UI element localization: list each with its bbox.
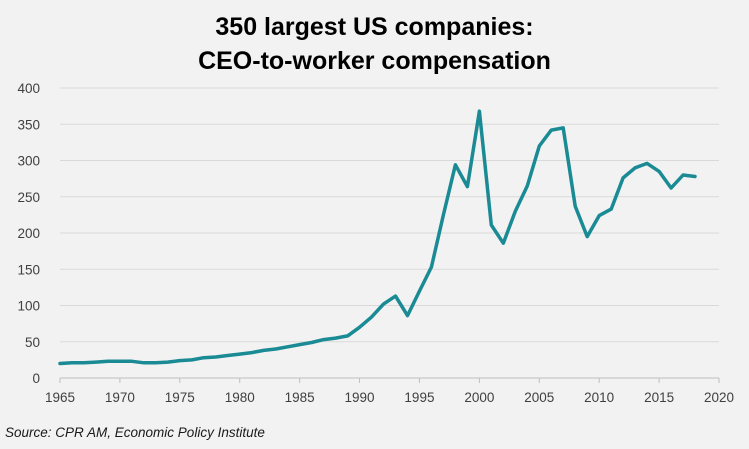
series-line [58,109,697,366]
series-ceo-to-worker-ratio [58,109,697,366]
x-tick-label-1975: 1975 [165,390,195,405]
x-tick-label-2015: 2015 [644,390,674,405]
y-tick-label-100: 100 [17,299,40,314]
chart-title-line-2: CEO-to-worker compensation [198,47,551,75]
x-tick-label-1970: 1970 [105,390,135,405]
y-axis-ticks: 0 50 100 150 200 250 300 350 400 [17,81,40,386]
x-tick-label-1995: 1995 [404,390,434,405]
y-tick-label-50: 50 [25,335,40,350]
x-tick-label-1965: 1965 [45,390,75,405]
axes [59,377,720,383]
y-tick-label-400: 400 [17,81,40,96]
gridlines [60,87,719,343]
chart-title-line-1: 350 largest US companies: [215,13,534,41]
x-tick-label-1985: 1985 [285,390,315,405]
x-tick-label-1980: 1980 [225,390,255,405]
x-tick-label-1990: 1990 [345,390,375,405]
y-tick-label-300: 300 [17,154,40,169]
y-tick-label-150: 150 [17,262,40,277]
x-axis-ticks: 1965 1970 1975 1980 1985 1990 1995 2000 2005 2010… [45,390,734,405]
y-tick-label-250: 250 [17,190,40,205]
y-tick-label-0: 0 [32,371,40,386]
x-tick-label-2020: 2020 [704,390,734,405]
x-tick-label-2000: 2000 [464,390,494,405]
y-tick-label-350: 350 [17,117,40,132]
y-tick-label-200: 200 [17,226,40,241]
x-tick-label-2005: 2005 [524,390,554,405]
x-tick-label-2010: 2010 [584,390,614,405]
chart-title: 350 largest US companies: CEO-to-worker … [0,10,749,78]
source-note: Source: CPR AM, Economic Policy Institut… [5,425,265,440]
